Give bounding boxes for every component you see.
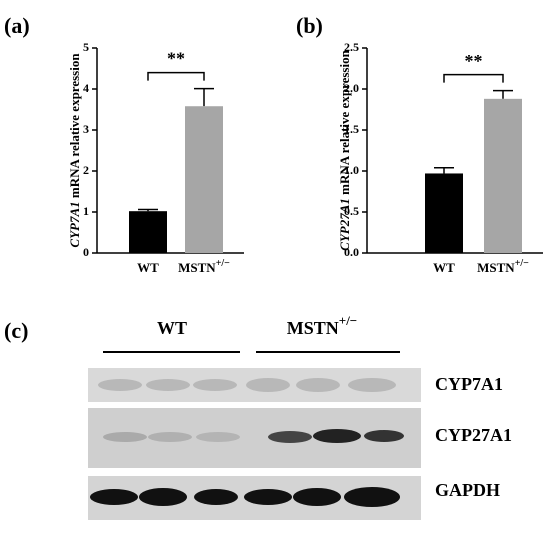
panel-label: (c)	[4, 318, 28, 343]
bar	[425, 173, 463, 253]
bands	[90, 487, 400, 507]
y-tick-label: 1	[83, 204, 89, 218]
category: WT	[137, 260, 159, 275]
y-tick-label: 4	[83, 81, 89, 95]
superscript: +/−	[515, 258, 529, 269]
y-axis-label-part: CYP27A1	[337, 198, 352, 251]
y-axis-label-part: mRNA relative expression	[337, 49, 352, 198]
group-label: WT	[157, 318, 187, 338]
bands	[103, 429, 404, 443]
y-tick-label: 1.5	[344, 122, 359, 136]
significance-bracket	[147, 71, 205, 81]
row-label: GAPDH	[435, 480, 500, 500]
y-tick-label: 2	[83, 163, 89, 177]
bar	[185, 106, 223, 253]
bar	[484, 98, 522, 253]
y-tick-label: 0	[83, 245, 89, 259]
panel-label: (b)	[296, 13, 323, 38]
row-label: CYP27A1	[435, 425, 512, 445]
y-tick-label: 2.5	[344, 40, 359, 54]
y-axis-label: CYP27A1 mRNA relative expression	[337, 49, 352, 250]
significance-label: **	[465, 51, 483, 71]
superscript: +/−	[339, 313, 357, 328]
y-tick-label: 1.0	[344, 163, 359, 177]
x-tick-label: WT	[433, 260, 455, 275]
category: MSTN	[477, 260, 515, 275]
x-tick-label: WT	[137, 260, 159, 275]
superscript: +/−	[216, 258, 230, 269]
group-label: MSTN	[287, 318, 339, 338]
y-tick-label: 2.0	[344, 81, 359, 95]
y-axis-label: CYP7A1 mRNA relative expression	[67, 53, 82, 248]
y-axis-label-part: CYP7A1	[67, 201, 82, 247]
bands	[98, 378, 396, 392]
blot-image	[88, 368, 421, 520]
significance-bracket	[443, 73, 504, 83]
x-tick-label: MSTN+/−	[178, 258, 230, 275]
x-tick-label: MSTN+/−	[477, 258, 529, 275]
significance-label: **	[167, 49, 185, 69]
y-axis-label-part: mRNA relative expression	[67, 53, 82, 202]
y-tick-label: 5	[83, 40, 89, 54]
y-tick-label: 0.0	[344, 245, 359, 259]
bar	[129, 211, 167, 253]
category: MSTN	[178, 260, 216, 275]
panel-label: (a)	[4, 13, 30, 38]
y-tick-label: 3	[83, 122, 89, 136]
group-label: MSTN+/−	[287, 313, 357, 338]
y-tick-label: 0.5	[344, 204, 359, 218]
category: WT	[433, 260, 455, 275]
row-label: CYP7A1	[435, 374, 503, 394]
